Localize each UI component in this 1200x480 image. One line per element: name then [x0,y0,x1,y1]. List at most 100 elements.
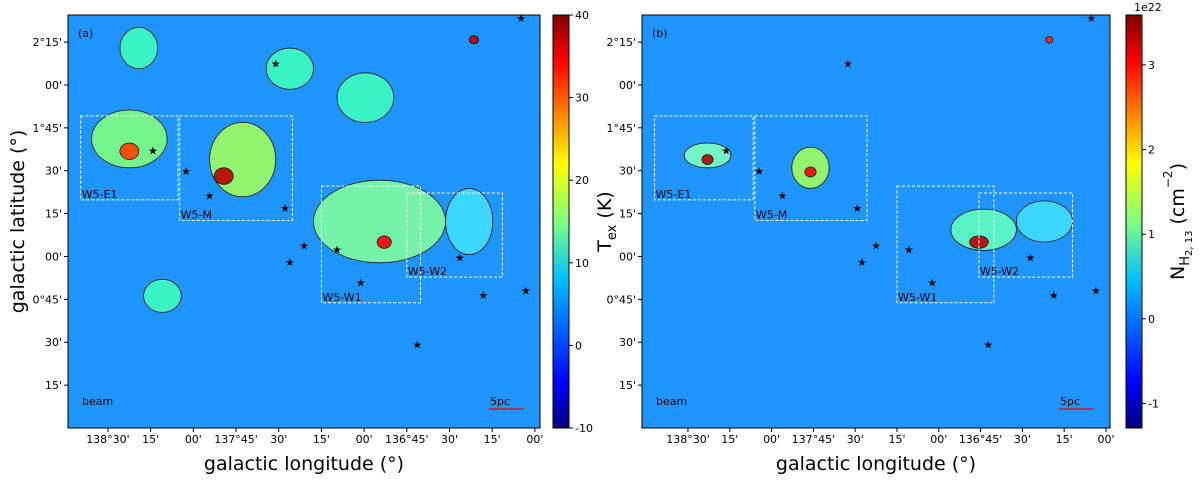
colorbar-label-part: (cm [1167,188,1189,230]
region-label: W5-W2 [980,265,1019,278]
star: ★ [927,276,937,289]
y-tick-label: 2°15' [32,36,62,49]
region-label: W5-W2 [408,265,447,278]
star: ★ [280,202,290,215]
emission [265,47,314,90]
emission [91,109,168,169]
emission [143,278,182,313]
x-tick-label: 15' [313,433,330,446]
region-box [320,185,421,304]
emission [701,154,714,165]
x-tick-label: 138°30' [86,433,130,446]
colorbar [1125,14,1143,429]
star: ★ [148,144,158,157]
panel-label: (a) [78,27,93,40]
colorbar-label-part: ex [605,224,620,240]
star: ★ [412,338,422,351]
y-tick-label: 00' [45,250,62,263]
colorbar-tick-label: -10 [575,422,593,435]
region-label: W5-W1 [898,291,937,304]
y-tick-label: 00' [619,79,636,92]
star: ★ [516,12,526,25]
x-tick-label: 137°45' [792,433,836,446]
x-tick-label: 00' [930,433,947,446]
colorbar-tick-label: 2 [1148,144,1155,157]
x-tick-label: 30' [847,433,864,446]
beam-label: beam [82,395,113,408]
colorbar-label-part: H [1178,256,1193,266]
region-box [179,115,293,221]
star: ★ [181,165,191,178]
y-tick-label: 00' [45,79,62,92]
star: ★ [478,289,488,302]
colorbar-label-part: −2 [1161,170,1175,188]
x-tick-label: 30' [270,433,287,446]
x-tick-label: 137°45' [214,433,258,446]
x-tick-label: 136°45' [385,433,429,446]
colorbar-tick-label: 10 [575,257,589,270]
scale-label: 5pc [1060,395,1080,408]
x-tick-label: 00' [763,433,780,446]
colorbar-tick-label: 20 [575,174,589,187]
region-box [406,192,503,278]
x-tick-label: 15' [142,433,159,446]
region-box [896,185,995,304]
colorbar-tick-label: 30 [575,92,589,105]
y-axis-label: galactic latitude (°) [7,130,29,314]
y-tick-label: 1°45' [606,122,636,135]
star: ★ [299,239,309,252]
y-tick-label: 30' [45,165,62,178]
x-axis-label: galactic longitude (°) [776,453,976,475]
y-tick-label: 1°45' [32,122,62,135]
x-tick-label: 15' [888,433,905,446]
star: ★ [777,190,787,203]
colorbar-offset: 1e22 [1134,1,1162,14]
star: ★ [521,285,531,298]
emission [119,26,159,70]
y-tick-label: 30' [619,165,636,178]
x-axis-label: galactic longitude (°) [204,453,404,475]
x-tick-label: 30' [441,433,458,446]
y-tick-label: 0°45' [32,293,62,306]
beam-label: beam [656,395,687,408]
colorbar-label-part: ) [1167,163,1189,170]
x-tick-label: 00' [526,433,543,446]
emission [119,142,140,160]
x-tick-label: 138°30' [666,433,710,446]
star: ★ [271,58,281,71]
star: ★ [871,239,881,252]
y-tick-label: 00' [619,250,636,263]
x-tick-label: 00' [1097,433,1114,446]
star: ★ [1026,252,1036,265]
colorbar-label-part: T [594,240,616,253]
y-tick-label: 30' [619,336,636,349]
colorbar-tick-label: 3 [1148,59,1155,72]
colorbar-tick-label: 1 [1148,228,1155,241]
star: ★ [455,252,465,265]
star: ★ [904,243,914,256]
x-tick-label: 15' [1056,433,1073,446]
x-tick-label: 00' [356,433,373,446]
x-tick-label: 30' [1014,433,1031,446]
region-box [654,115,754,201]
star: ★ [1049,289,1059,302]
colorbar-label-part: (K) [594,191,616,224]
y-tick-label: 15' [619,208,636,221]
colorbar-tick-label: 0 [575,339,582,352]
x-tick-label: 136°45' [959,433,1003,446]
star: ★ [205,190,215,203]
y-tick-label: 30' [45,336,62,349]
region-box [80,115,179,201]
star: ★ [983,338,993,351]
y-tick-label: 2°15' [606,36,636,49]
y-tick-label: 15' [45,379,62,392]
emission [804,166,817,178]
emission [209,121,277,198]
colorbar-label: Tex (K) [594,191,620,252]
colorbar-tick-label: 0 [1148,313,1155,326]
y-tick-label: 15' [45,208,62,221]
star: ★ [356,276,366,289]
emission [950,208,1017,251]
axes-frame [67,14,541,429]
